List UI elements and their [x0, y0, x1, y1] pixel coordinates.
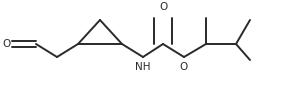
Text: NH: NH: [135, 62, 151, 72]
Text: O: O: [159, 2, 167, 12]
Text: O: O: [180, 62, 188, 72]
Text: O: O: [2, 39, 11, 49]
